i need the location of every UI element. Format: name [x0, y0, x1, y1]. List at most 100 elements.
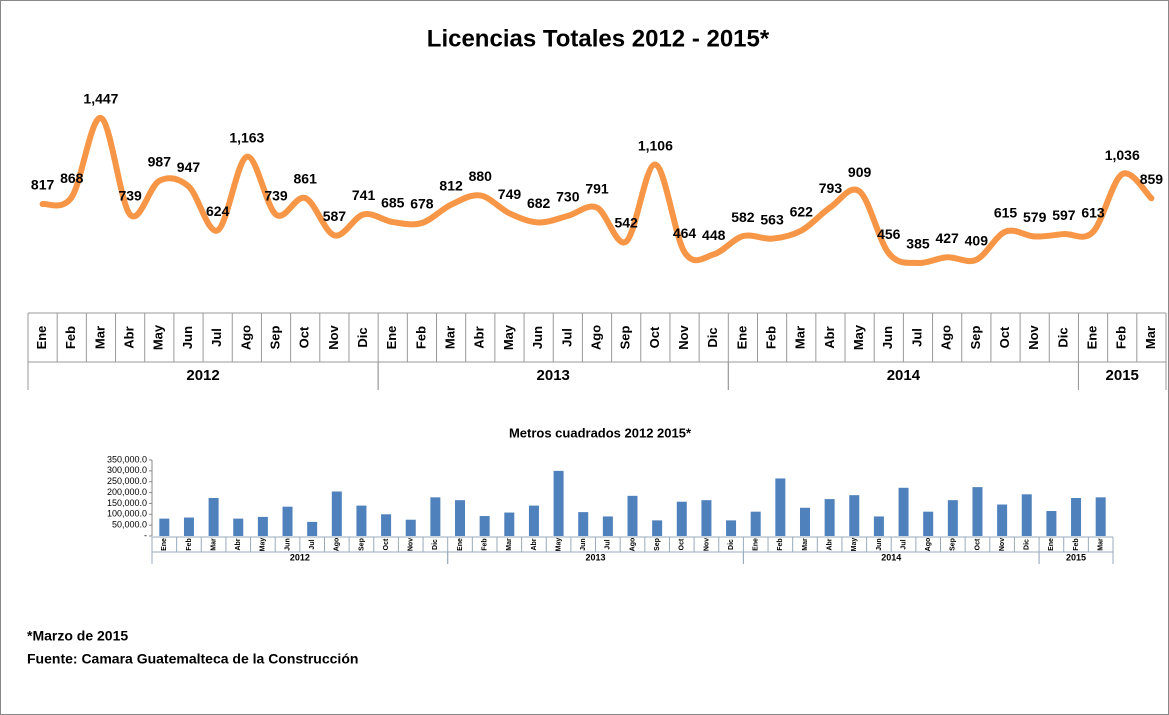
y-tick-label: 250,000.0 — [107, 476, 147, 486]
bar — [652, 520, 663, 536]
data-label: 987 — [148, 154, 172, 170]
data-label: 791 — [585, 180, 609, 196]
data-label: 624 — [206, 203, 230, 219]
x-tick-label: Sep — [950, 538, 957, 551]
data-label: 563 — [760, 211, 784, 227]
bar — [578, 512, 589, 536]
data-label: 812 — [439, 177, 463, 193]
bar — [356, 505, 367, 536]
chart-title: Licencias Totales 2012 - 2015* — [427, 25, 770, 52]
x-tick-label: Ene — [1048, 538, 1055, 551]
x-tick-label: Mar — [802, 538, 809, 551]
x-tick-label: Jun — [180, 326, 195, 349]
bar — [183, 517, 194, 536]
x-tick-label: Jul — [900, 539, 907, 549]
data-label: 793 — [819, 180, 843, 196]
bar — [430, 497, 441, 536]
x-tick-label: May — [555, 538, 562, 552]
x-tick-label: Jul — [209, 328, 224, 347]
x-tick-label: Dic — [432, 539, 439, 550]
x-tick-label: Mar — [1098, 538, 1105, 551]
x-tick-label: Jun — [580, 538, 587, 550]
x-tick-label: Sep — [267, 326, 282, 350]
x-tick-label: Ene — [34, 326, 49, 350]
x-tick-label: Mar — [92, 326, 107, 349]
data-label: 448 — [702, 227, 726, 243]
bar — [750, 511, 761, 536]
bar — [208, 498, 219, 536]
bar — [381, 514, 392, 536]
data-label: 678 — [410, 196, 434, 212]
year-label: 2012 — [186, 367, 219, 384]
data-label: 741 — [352, 187, 376, 203]
x-tick-label: Dic — [355, 327, 370, 347]
year-label: 2012 — [290, 552, 310, 562]
year-label: 2013 — [586, 552, 606, 562]
x-tick-label: Feb — [777, 538, 784, 550]
data-label: 739 — [118, 187, 142, 203]
x-tick-label: Ene — [753, 538, 760, 551]
x-tick-label: Abr — [472, 326, 487, 348]
x-tick-label: Sep — [654, 538, 661, 551]
x-tick-label: Jul — [605, 539, 612, 549]
bar — [257, 516, 268, 536]
x-tick-label: Ago — [334, 538, 341, 552]
x-tick-label: Jun — [876, 538, 883, 550]
x-tick-label: Feb — [1073, 538, 1080, 550]
chart-title: Metros cuadrados 2012 2015* — [509, 425, 692, 440]
x-tick-label: Abr — [122, 326, 137, 348]
bar — [553, 470, 564, 536]
bar — [1071, 498, 1082, 536]
x-tick-label: Feb — [63, 326, 78, 349]
x-tick-label: Sep — [618, 326, 633, 350]
bar — [479, 516, 490, 536]
data-label: 597 — [1052, 207, 1076, 223]
y-tick-label: 150,000.0 — [107, 498, 147, 508]
x-tick-label: Jun — [284, 538, 291, 550]
data-label: 427 — [935, 230, 959, 246]
data-label: 880 — [469, 168, 493, 184]
x-tick-label: Abr — [235, 538, 242, 550]
x-tick-label: Oct — [974, 538, 981, 550]
x-tick-label: Ago — [588, 325, 603, 350]
bar — [775, 478, 786, 536]
x-tick-label: Feb — [186, 538, 193, 550]
bar — [947, 500, 958, 536]
x-tick-label: Oct — [383, 538, 390, 550]
footnote: *Marzo de 2015 — [27, 628, 128, 644]
x-tick-label: Oct — [297, 326, 312, 348]
data-label: 622 — [790, 203, 814, 219]
bar — [1095, 497, 1106, 536]
data-label: 587 — [323, 208, 347, 224]
bar — [528, 505, 539, 536]
x-tick-label: Jun — [880, 326, 895, 349]
bar — [923, 511, 934, 536]
bar — [504, 512, 515, 536]
x-tick-label: Nov — [408, 538, 415, 551]
bar — [307, 521, 318, 536]
data-label: 385 — [906, 236, 930, 252]
data-label: 582 — [731, 209, 755, 225]
x-tick-label: Nov — [326, 324, 341, 349]
year-label: 2015 — [1066, 552, 1086, 562]
x-tick-label: Feb — [764, 326, 779, 349]
data-label: 1,036 — [1105, 147, 1140, 163]
data-label: 947 — [177, 159, 201, 175]
x-tick-label: Ene — [1084, 326, 1099, 350]
x-tick-label: Oct — [647, 326, 662, 348]
x-tick-label: Oct — [997, 326, 1012, 348]
bar — [331, 491, 342, 536]
x-tick-label: May — [260, 538, 267, 552]
x-tick-label: Ene — [734, 326, 749, 350]
bar — [405, 519, 416, 536]
data-label: 579 — [1023, 209, 1047, 225]
x-tick-label: Abr — [826, 538, 833, 550]
bar — [627, 495, 638, 536]
data-label: 682 — [527, 195, 551, 211]
x-tick-label: May — [851, 324, 866, 350]
y-tick-label: 100,000.0 — [107, 509, 147, 519]
x-tick-label: Feb — [481, 538, 488, 550]
x-tick-label: May — [851, 538, 858, 552]
